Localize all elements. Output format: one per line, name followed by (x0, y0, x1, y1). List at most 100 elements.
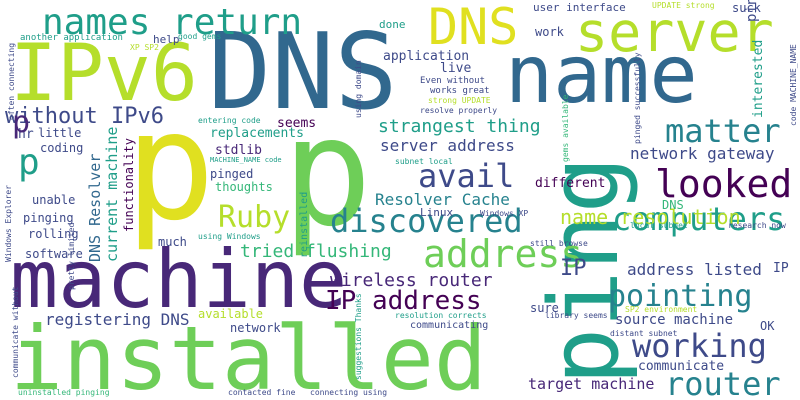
word-network-gateway: network gateway (630, 144, 775, 163)
word-stdlib: stdlib (215, 143, 262, 158)
word-done: done (379, 18, 406, 31)
word-communicate-without: communicate without (11, 286, 20, 378)
word-ruby: Ruby (218, 200, 291, 235)
word-machine-name-code: MACHINE_NAME code (210, 156, 282, 164)
word-computers: computers (612, 200, 786, 238)
word-pointing: pointing (608, 279, 753, 314)
word-entering-code: entering code (198, 116, 261, 125)
word-available: available (198, 307, 264, 321)
word-live: live (440, 61, 472, 76)
word-ok: OK (760, 319, 775, 333)
word-p: p (125, 80, 216, 254)
word-application: application (383, 49, 470, 64)
word-library-seems: library seems (545, 311, 608, 320)
word-p: p (282, 86, 373, 260)
word-pinged: pinged (210, 167, 254, 181)
word-tried-flushing: tried flushing (240, 241, 392, 262)
word-code-machine-name: code MACHINE_NAME (789, 44, 798, 126)
word-connecting-using: connecting using (310, 388, 388, 397)
word-router: router (665, 365, 781, 400)
word-discovered: discovered (330, 202, 523, 240)
word-resolution-corrects: resolution corrects (395, 311, 487, 320)
word-linux: Linux (420, 206, 454, 219)
word-registering-dns: registering DNS (45, 310, 190, 329)
word-p-small: p (18, 142, 40, 183)
word-wireless-router: wireless router (330, 270, 493, 291)
word-using-windows: using Windows (198, 232, 261, 241)
word-coding: coding (40, 141, 84, 155)
word-looked: looked (655, 162, 793, 206)
word-work: work (535, 25, 564, 39)
word-ip-address: IP address (325, 286, 482, 316)
word-much: much (158, 235, 187, 249)
word-little: little (38, 126, 82, 140)
word-without-ipv6: without IPv6 (5, 104, 164, 129)
word-ip: IP (773, 261, 789, 276)
word-resolve-properly: resolve properly (420, 106, 498, 115)
word-suck: suck (732, 1, 761, 15)
word-different: different (535, 176, 606, 191)
word-pinged-successfully: pinged successfully (633, 52, 642, 144)
word-server-address: server address (380, 136, 515, 155)
word-uninstalled-pinging: uninstalled pinging (18, 388, 110, 397)
word-dns-resolver: DNS Resolver (86, 153, 104, 262)
word-address: address (423, 232, 584, 276)
word-software: software (25, 247, 83, 261)
word-name-resolution: name resolution (560, 205, 741, 229)
word-network: network (230, 321, 281, 335)
word-reinstalled: reinstalled (299, 191, 310, 258)
word-pretty-limited: pretty limited (67, 222, 76, 290)
word-seems: seems (277, 116, 317, 131)
word-source-machine: source machine (615, 312, 734, 328)
word-functionality: functionality (122, 138, 136, 232)
word-working: working (632, 327, 767, 365)
word-sure: sure (530, 301, 559, 315)
word-machine: machine (10, 233, 348, 326)
word-gems-available: gems available (561, 94, 570, 162)
word-update-strong: UPDATE strong (652, 1, 715, 10)
word-research-now: research now (728, 221, 786, 230)
word-matter: matter (665, 112, 781, 150)
word-current-machine: current machine (103, 126, 121, 262)
word-names-return: names return (42, 2, 303, 43)
word-xp-sp2: XP SP2 (130, 43, 159, 52)
word-works-great: works great (430, 86, 490, 96)
word-dns-2: DNS (428, 0, 519, 56)
word-even-without: Even without (420, 76, 486, 86)
word-still-browse: still browse (530, 239, 588, 248)
word-hr: hr (18, 127, 34, 142)
word-target-machine: target machine (528, 375, 655, 393)
word-rolling: rolling (28, 227, 79, 241)
word-ipv6: IPv6 (10, 29, 198, 119)
word-pinging: pinging (23, 211, 74, 225)
word-user-interface: user interface (533, 1, 626, 14)
word-interested: interested (751, 39, 766, 118)
word-ping-small: ping (744, 0, 760, 22)
word-help: help (153, 33, 180, 46)
word-subnet-local: subnet local (395, 157, 453, 166)
word-sp2-environment: SP2 environment (625, 305, 698, 314)
word-address-listed: address listed (627, 260, 762, 279)
word-replacements: replacements (210, 126, 304, 141)
word-name: name (505, 28, 698, 121)
word-windows-explorer: Windows Explorer (4, 184, 13, 262)
word-dns-3: DNS (662, 198, 684, 212)
word-distant-subnet: distant subnet (610, 329, 678, 338)
word-thoughts: thoughts (215, 180, 273, 194)
word-good-gems: good gems (178, 32, 222, 41)
word-another-application: another application (20, 33, 123, 43)
word-dns: DNS (208, 11, 398, 133)
word-suggestions-thanks: suggestions Thanks (354, 293, 363, 380)
word-ip-small: IP (560, 256, 587, 281)
word-avail: avail (418, 157, 515, 195)
word-resolver-cache: Resolver Cache (375, 190, 510, 209)
word-using-domain: using domain (354, 60, 363, 118)
word-local-subnet: local subnet (630, 221, 688, 230)
word-communicate: communicate (638, 359, 725, 374)
word-windows-xp: Windows XP (480, 209, 529, 218)
word-strangest-thing: strangest thing (378, 116, 541, 137)
word-communicating: communicating (410, 320, 489, 331)
word-strong-update: strong UPDATE (428, 96, 491, 105)
word-server: server (575, 0, 774, 64)
